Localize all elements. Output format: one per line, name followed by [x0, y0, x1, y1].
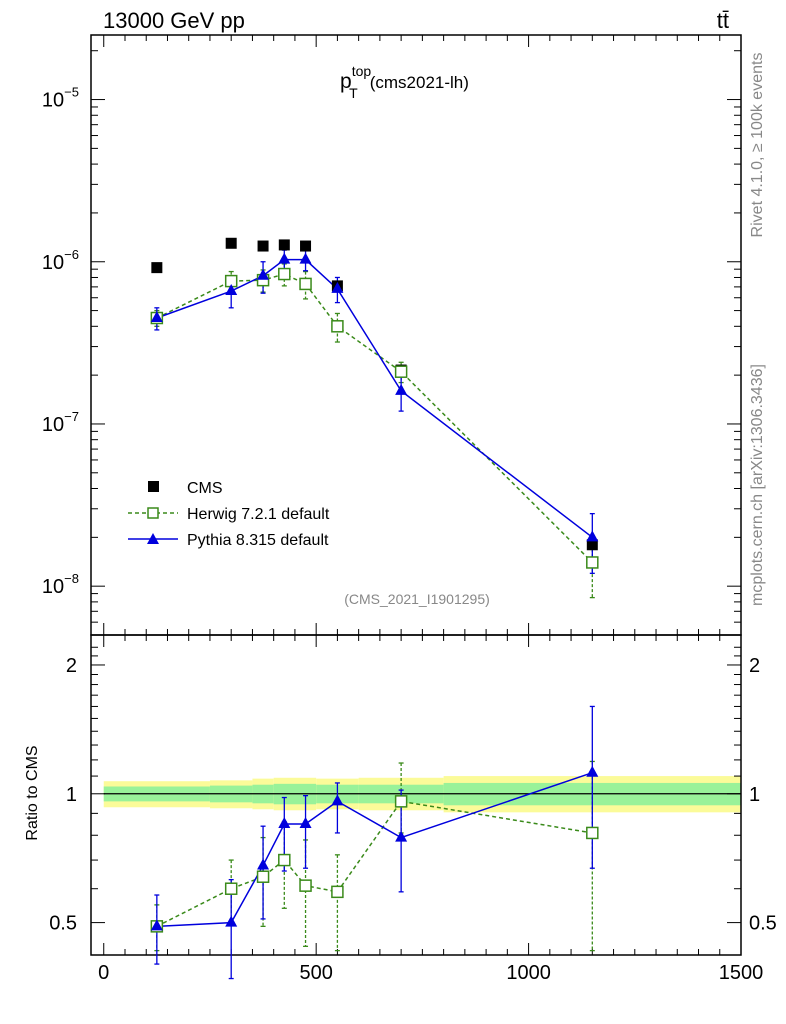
pythia-ratio-point [225, 915, 238, 927]
legend-herwig-label: Herwig 7.2.1 default [187, 506, 330, 523]
y-tick-label: 10−6 [42, 247, 79, 274]
ratio-ylabel: Ratio to CMS [24, 745, 41, 840]
ratio-plot-frame [90, 634, 742, 956]
pythia-ratio-point [257, 858, 270, 870]
y-tick-label-exp: −5 [64, 85, 79, 100]
x-tick-label: 1000 [506, 962, 551, 984]
ratio-y-tick-label-left: 1 [66, 784, 77, 806]
pythia-point [278, 252, 291, 264]
herwig-point [394, 365, 408, 378]
ratio-y-tick-label-right: 2 [749, 655, 760, 677]
plot-title-main: p [340, 70, 352, 93]
pythia-point [257, 268, 270, 280]
pythia-ratio-point [299, 816, 312, 828]
cms-data-point [300, 240, 312, 252]
process-label: tt̄ [717, 8, 729, 33]
herwig-ratio-line [156, 800, 593, 928]
plot-title-sub: T [349, 85, 358, 101]
y-tick-label: 10−8 [42, 571, 79, 598]
cms-data-point [278, 239, 290, 251]
herwig-point [299, 277, 312, 291]
legend: CMS Herwig 7.2.1 default Pythia 8.315 de… [128, 480, 330, 549]
y-tick-label-base: 10 [42, 414, 64, 436]
rivet-version-label: Rivet 4.1.0, ≥ 100k events [749, 53, 766, 238]
ratio-y-tick-label-right: 0.5 [749, 913, 777, 935]
plot-title-suffix: (cms2021-lh) [370, 73, 469, 92]
analysis-tag: (CMS_2021_I1901295) [344, 591, 490, 607]
y-tick-label: 10−5 [42, 85, 79, 112]
y-tick-label-base: 10 [42, 576, 64, 598]
legend-pythia-marker [147, 533, 159, 544]
herwig-point [278, 267, 291, 281]
pythia-ratio-line [156, 772, 593, 928]
y-tick-label-exp: −8 [64, 571, 79, 586]
pythia-ratio-point [150, 919, 163, 931]
pythia-point [225, 284, 238, 296]
y-tick-label-exp: −6 [64, 247, 79, 262]
cms-data-point [257, 240, 269, 252]
herwig-ratio-point [224, 882, 238, 895]
y-tick-label: 10−7 [42, 409, 79, 436]
legend-pythia-label: Pythia 8.315 default [187, 532, 329, 549]
legend-herwig-marker [147, 507, 159, 519]
pythia-point [395, 383, 408, 395]
x-tick-label: 500 [299, 962, 332, 984]
pythia-ratio-point [586, 765, 599, 777]
plot-title-sup: top [352, 63, 372, 79]
y-tick-label-base: 10 [42, 252, 64, 274]
energy-label: 13000 GeV pp [103, 8, 245, 33]
herwig-ratio-point [278, 853, 291, 867]
ratio-y-tick-label-left: 2 [66, 655, 77, 677]
pythia-ratio-point [395, 830, 408, 842]
herwig-ratio-point [586, 826, 599, 840]
herwig-line [156, 273, 593, 563]
pythia-ratio-point [278, 816, 291, 828]
mcplots-label: mcplots.cern.ch [arXiv:1306.3436] [749, 364, 766, 606]
herwig-point [586, 556, 599, 569]
legend-cms-label: CMS [187, 480, 223, 497]
pythia-point [331, 281, 344, 293]
pythia-line [156, 258, 593, 538]
cms-data-point [151, 262, 163, 274]
pythia-point [150, 311, 163, 323]
pythia-point [586, 530, 599, 542]
x-tick-label: 0 [98, 962, 109, 984]
plot-title: ptop T (cms2021-lh) [340, 63, 469, 101]
x-tick-label: 1500 [719, 962, 764, 984]
cms-data-point [225, 237, 237, 249]
herwig-ratio-point [256, 870, 270, 883]
ratio-y-tick-label-right: 1 [749, 784, 760, 806]
legend-cms-marker [148, 481, 159, 492]
pythia-point [299, 252, 312, 264]
herwig-point [331, 320, 344, 333]
ratio-y-tick-label-left: 0.5 [49, 913, 77, 935]
cms-data-point [586, 539, 598, 551]
herwig-ratio-point [394, 795, 408, 808]
pythia-ratio-point [331, 794, 344, 806]
herwig-ratio-point [299, 879, 312, 892]
y-tick-label-base: 10 [42, 90, 64, 112]
herwig-ratio-point [331, 885, 344, 899]
y-tick-label-exp: −7 [64, 409, 79, 424]
